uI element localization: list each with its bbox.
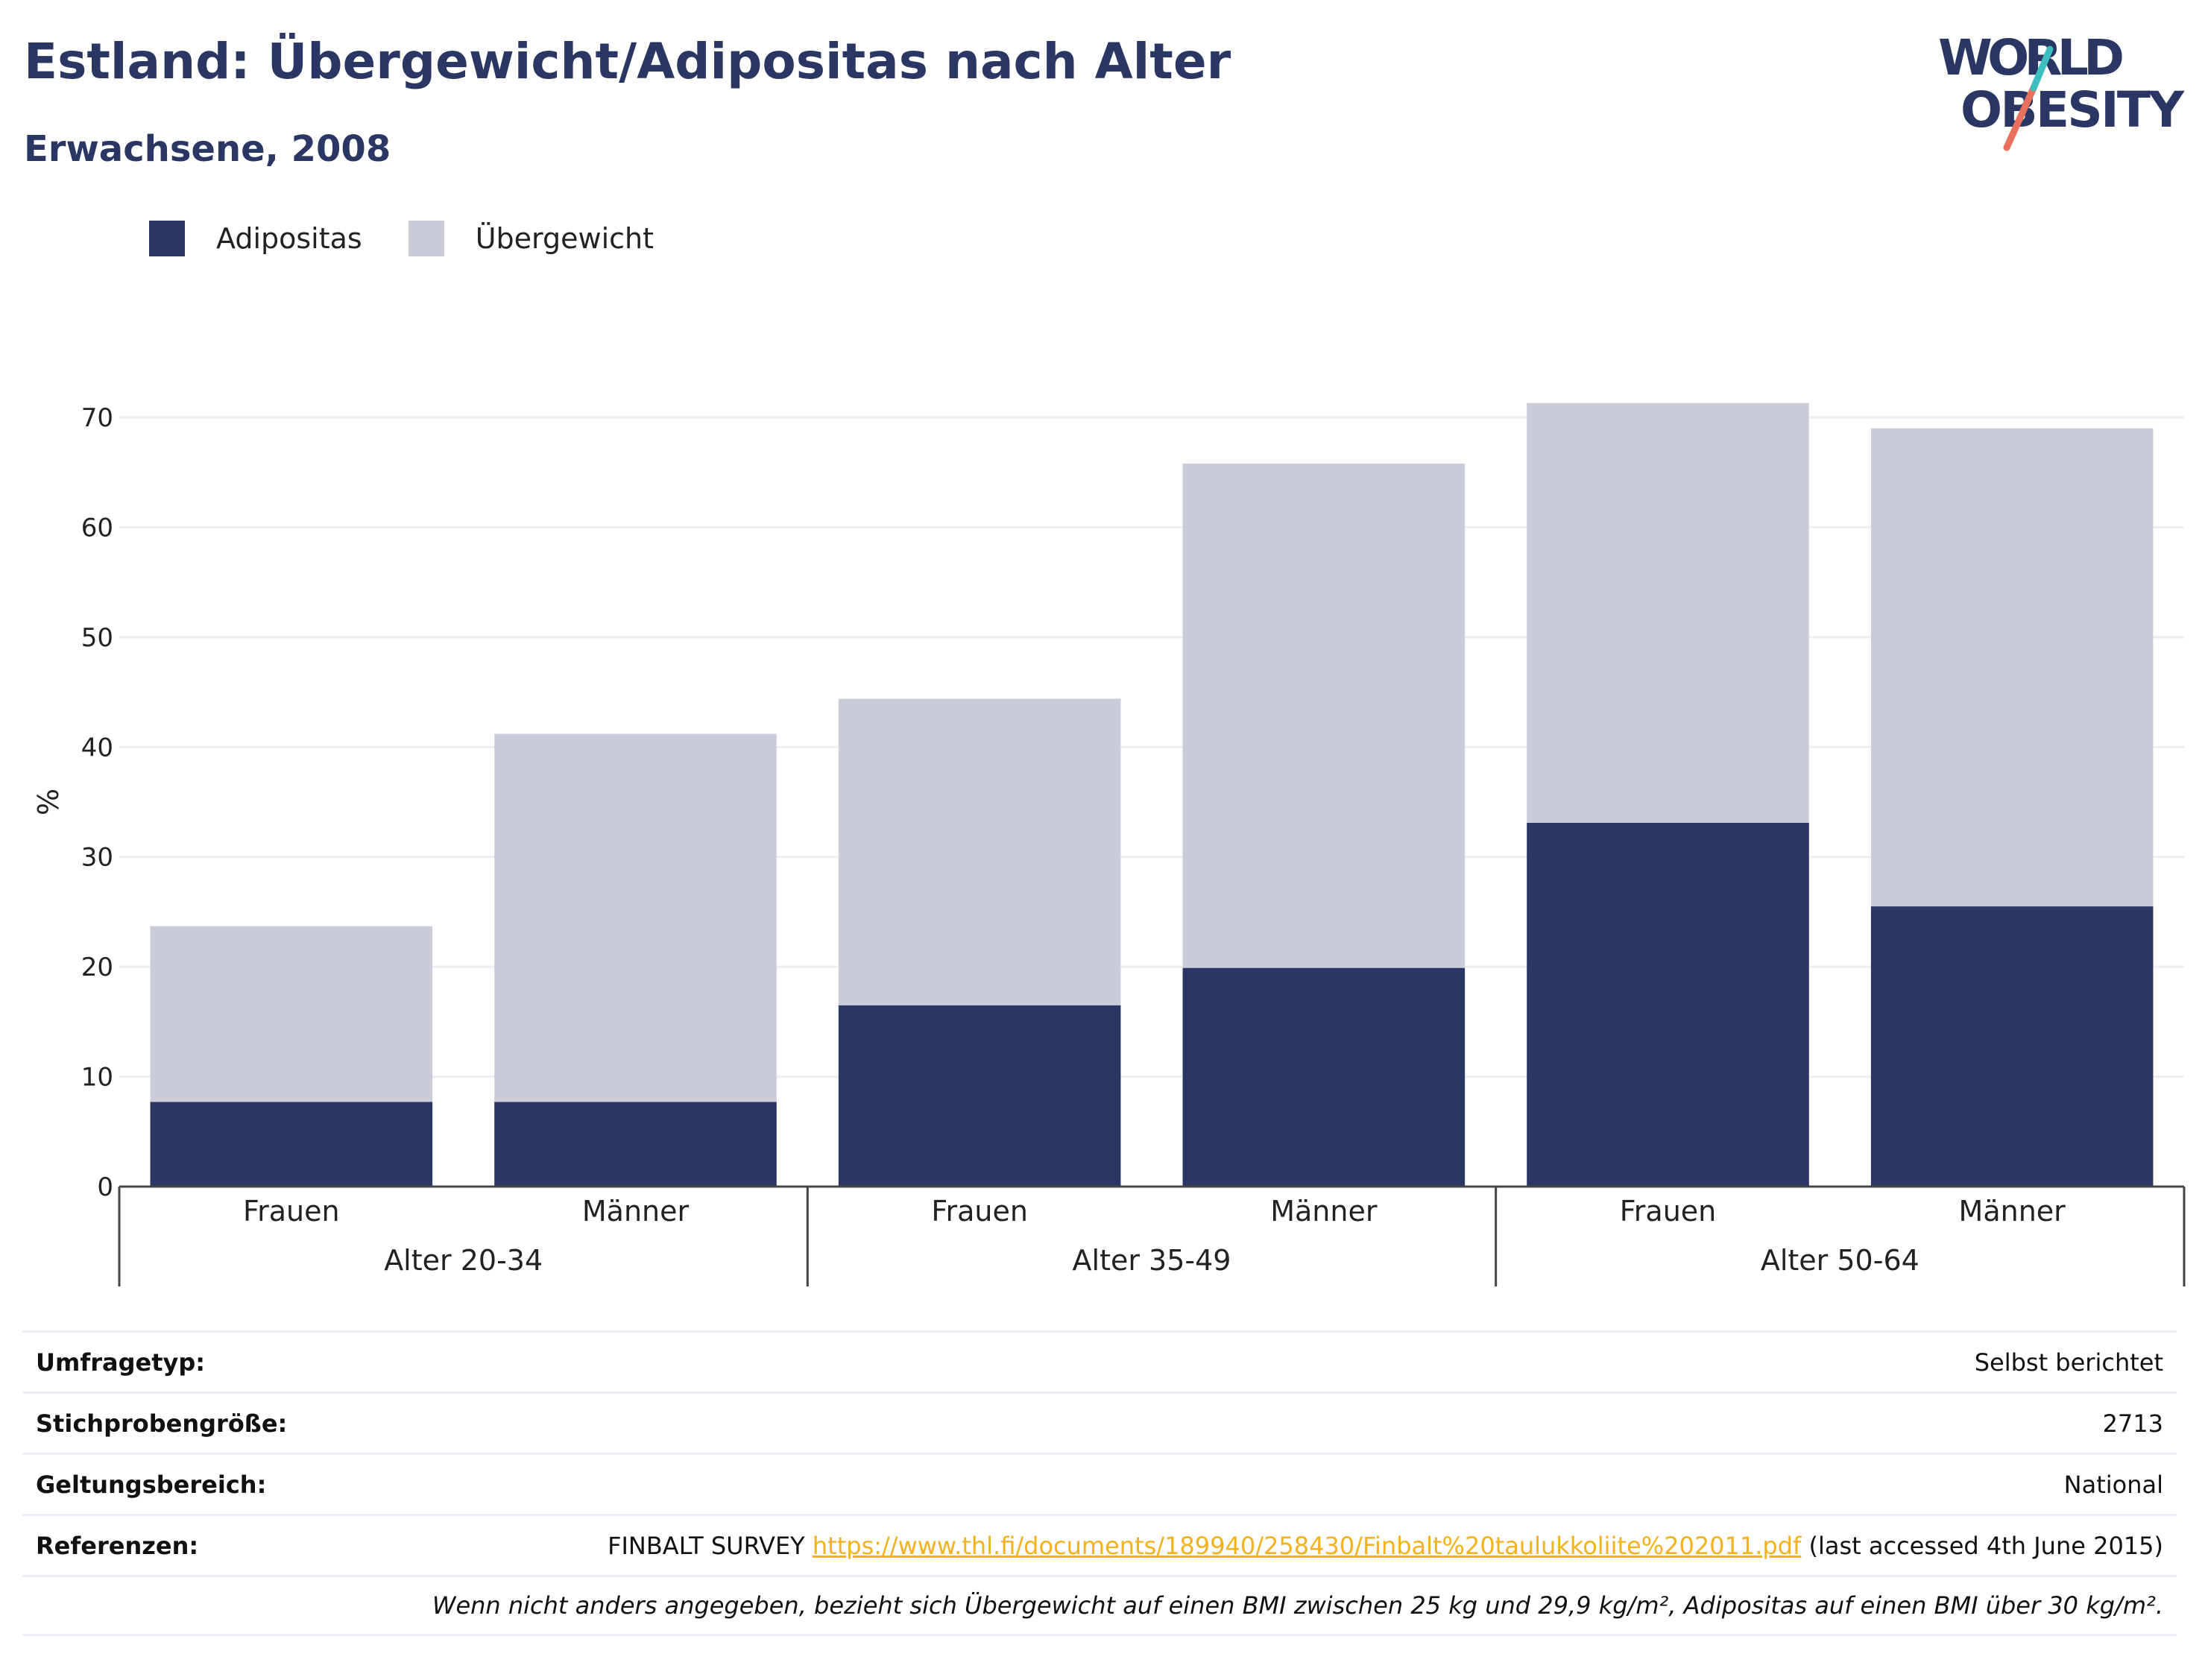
bar-adipositas xyxy=(1527,823,1809,1187)
bar-uebergewicht xyxy=(1527,402,1809,824)
meta-row-note: Wenn nicht anders angegeben, bezieht sic… xyxy=(22,1575,2177,1636)
meta-value: National xyxy=(2063,1470,2163,1499)
chart-legend: Adipositas Übergewicht xyxy=(149,221,700,256)
reference-link[interactable]: https://www.thl.fi/documents/189940/2584… xyxy=(812,1531,1802,1560)
meta-label: Referenzen: xyxy=(36,1531,199,1560)
meta-row-scope: Geltungsbereich: National xyxy=(22,1453,2177,1514)
meta-value: 2713 xyxy=(2102,1409,2163,1438)
meta-row-survey-type: Umfragetyp: Selbst berichtet xyxy=(22,1330,2177,1392)
bar-adipositas xyxy=(150,1102,433,1187)
legend-item-uebergewicht[interactable]: Übergewicht xyxy=(408,221,654,256)
y-tick-label: 20 xyxy=(81,953,113,982)
chart-title: Estland: Übergewicht/Adipositas nach Alt… xyxy=(24,33,1231,90)
y-axis-label: % xyxy=(32,789,65,815)
bmi-definition-note: Wenn nicht anders angegeben, bezieht sic… xyxy=(432,1591,2163,1620)
bar-adipositas xyxy=(1870,906,2154,1187)
reference-accessed: (last accessed 4th June 2015) xyxy=(1801,1531,2163,1560)
legend-item-adipositas[interactable]: Adipositas xyxy=(149,221,362,256)
bar-uebergewicht xyxy=(494,733,777,1102)
bar-uebergewicht xyxy=(838,698,1121,1005)
x-tick-label: Männer xyxy=(1270,1195,1378,1228)
chart-subtitle: Erwachsene, 2008 xyxy=(24,128,391,170)
meta-label: Umfragetyp: xyxy=(36,1348,206,1377)
x-tick-label: Männer xyxy=(1959,1195,2066,1228)
survey-info-table: Umfragetyp: Selbst berichtet Stichproben… xyxy=(22,1330,2177,1636)
meta-row-sample-size: Stichprobengröße: 2713 xyxy=(22,1392,2177,1453)
x-tick-label: Frauen xyxy=(1620,1195,1717,1228)
reference-source: FINBALT SURVEY xyxy=(608,1531,813,1560)
y-tick-label: 40 xyxy=(81,733,113,762)
bar-uebergewicht xyxy=(150,926,433,1102)
meta-label: Stichprobengröße: xyxy=(36,1409,288,1438)
y-tick-label: 0 xyxy=(97,1172,113,1202)
y-tick-label: 60 xyxy=(81,513,113,543)
x-tick-label: Frauen xyxy=(931,1195,1028,1228)
y-tick-label: 70 xyxy=(81,403,113,433)
y-tick-label: 30 xyxy=(81,843,113,873)
x-tick-label: Frauen xyxy=(243,1195,340,1228)
legend-label-adipositas: Adipositas xyxy=(216,222,362,255)
svg-text:WORLD: WORLD xyxy=(1938,29,2124,86)
references-value: FINBALT SURVEY https://www.thl.fi/docume… xyxy=(608,1532,2163,1560)
group-label: Alter 20-34 xyxy=(384,1244,543,1277)
bar-adipositas xyxy=(1182,967,1466,1187)
svg-text:OBESITY: OBESITY xyxy=(1960,81,2185,139)
legend-label-uebergewicht: Übergewicht xyxy=(475,222,654,255)
bar-adipositas xyxy=(838,1005,1121,1187)
y-tick-label: 50 xyxy=(81,623,113,653)
group-label: Alter 35-49 xyxy=(1073,1244,1231,1277)
meta-label: Geltungsbereich: xyxy=(36,1470,267,1499)
legend-swatch-uebergewicht xyxy=(408,221,444,256)
meta-row-references: Referenzen: FINBALT SURVEY https://www.t… xyxy=(22,1514,2177,1575)
group-label: Alter 50-64 xyxy=(1761,1244,1919,1277)
x-tick-label: Männer xyxy=(582,1195,690,1228)
bar-uebergewicht xyxy=(1870,428,2154,907)
bar-adipositas xyxy=(494,1102,777,1187)
y-tick-label: 10 xyxy=(81,1063,113,1093)
meta-value: Selbst berichtet xyxy=(1974,1348,2163,1377)
legend-swatch-adipositas xyxy=(149,221,185,256)
bar-uebergewicht xyxy=(1182,463,1466,968)
world-obesity-logo: WORLD OBESITY xyxy=(1938,29,2185,151)
stacked-bar-chart: 0 10 20 30 40 50 60 70% Frauen Männer Frauen Männer… xyxy=(32,402,2186,1286)
